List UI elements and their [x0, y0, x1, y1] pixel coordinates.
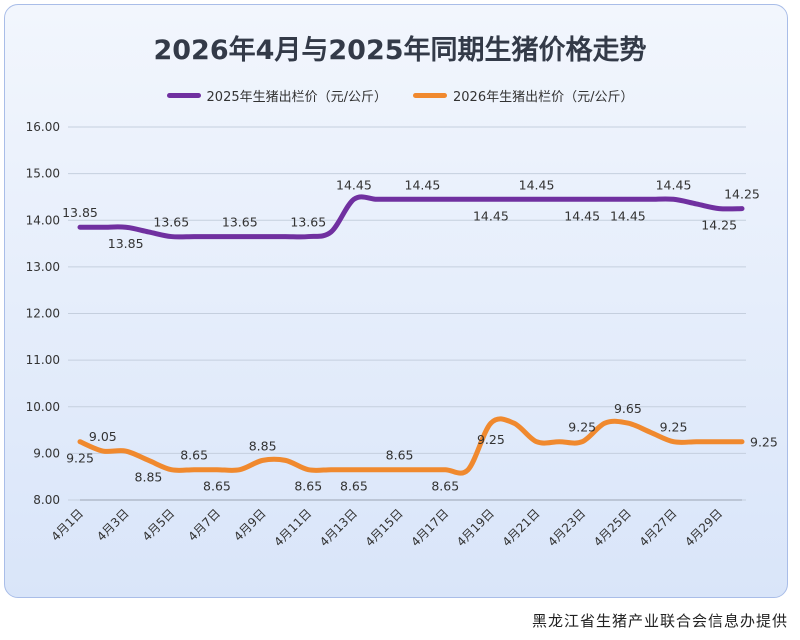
x-tick-label: 4月13日	[317, 506, 360, 549]
data-label: 13.85	[62, 205, 98, 220]
data-label: 9.25	[66, 451, 94, 466]
y-tick-label: 14.00	[26, 213, 60, 227]
x-tick-label: 4月25日	[591, 506, 634, 549]
data-label: 14.45	[564, 208, 600, 223]
x-tick-label: 4月15日	[363, 506, 406, 549]
data-label: 9.25	[750, 435, 778, 450]
x-tick-label: 4月17日	[408, 506, 451, 549]
chart-title: 2026年4月与2025年同期生猪价格走势	[153, 35, 647, 66]
data-label: 8.85	[249, 438, 277, 453]
data-label: 14.45	[405, 177, 441, 192]
data-label: 8.65	[386, 448, 414, 463]
y-tick-label: 11.00	[26, 353, 60, 367]
data-label: 8.65	[340, 479, 368, 494]
legend-item-2025: 2025年生猪出栏价（元/公斤）	[166, 86, 387, 105]
x-tick-label: 4月23日	[545, 506, 588, 549]
data-label: 13.65	[222, 215, 258, 230]
data-label: 8.65	[180, 448, 208, 463]
series-line-2025	[77, 194, 745, 240]
data-label: 9.25	[660, 420, 688, 435]
x-tick-label: 4月21日	[500, 506, 543, 549]
chart-legend: 2025年生猪出栏价（元/公斤） 2026年生猪出栏价（元/公斤）	[0, 86, 800, 105]
legend-item-2026: 2026年生猪出栏价（元/公斤）	[413, 86, 633, 105]
data-label: 14.45	[656, 177, 692, 192]
y-tick-label: 13.00	[26, 260, 60, 274]
y-tick-label: 12.00	[26, 307, 60, 321]
x-tick-label: 4月11日	[271, 506, 314, 549]
chart-frame	[4, 4, 788, 598]
source-note: 黑龙江省生猪产业联合会信息办提供	[531, 612, 788, 630]
y-tick-label: 16.00	[26, 120, 60, 134]
data-label: 9.05	[89, 429, 117, 444]
legend-swatch-2026	[413, 93, 447, 98]
data-label: 8.65	[294, 479, 322, 494]
data-label: 14.25	[724, 187, 760, 202]
data-label: 13.65	[290, 215, 326, 230]
x-tick-label: 4月19日	[454, 506, 497, 549]
data-label: 14.45	[519, 177, 555, 192]
x-tick-label: 4月3日	[94, 506, 132, 544]
data-label: 14.45	[610, 208, 646, 223]
y-tick-label: 9.00	[33, 446, 60, 460]
x-tick-label: 4月5日	[140, 506, 178, 544]
data-label: 9.25	[568, 420, 596, 435]
series-line-2026	[77, 416, 745, 476]
x-tick-label: 4月1日	[48, 506, 86, 544]
legend-label-2025: 2025年生猪出栏价（元/公斤）	[206, 90, 387, 105]
x-tick-label: 4月27日	[637, 506, 680, 549]
data-label: 14.45	[473, 208, 509, 223]
y-tick-label: 8.00	[33, 493, 60, 507]
x-tick-label: 4月29日	[682, 506, 725, 549]
legend-swatch-2025	[166, 93, 201, 98]
data-label: 13.65	[153, 215, 189, 230]
legend-label-2026: 2026年生猪出栏价（元/公斤）	[453, 90, 634, 105]
data-label: 8.85	[135, 469, 163, 484]
data-label: 9.65	[614, 401, 642, 416]
data-label: 9.25	[477, 432, 505, 447]
data-label: 8.65	[203, 479, 231, 494]
data-label: 8.65	[431, 479, 459, 494]
y-tick-label: 15.00	[26, 167, 60, 181]
x-tick-label: 4月9日	[231, 506, 269, 544]
data-label: 13.85	[108, 236, 144, 251]
data-label: 14.25	[701, 218, 737, 233]
x-tick-label: 4月7日	[185, 506, 223, 544]
data-label: 14.45	[336, 177, 372, 192]
y-tick-label: 10.00	[26, 400, 60, 414]
line-chart: 8.00 9.00 10.00 11.00 12.00 13.00 14.00 15.00 16…	[26, 120, 778, 549]
